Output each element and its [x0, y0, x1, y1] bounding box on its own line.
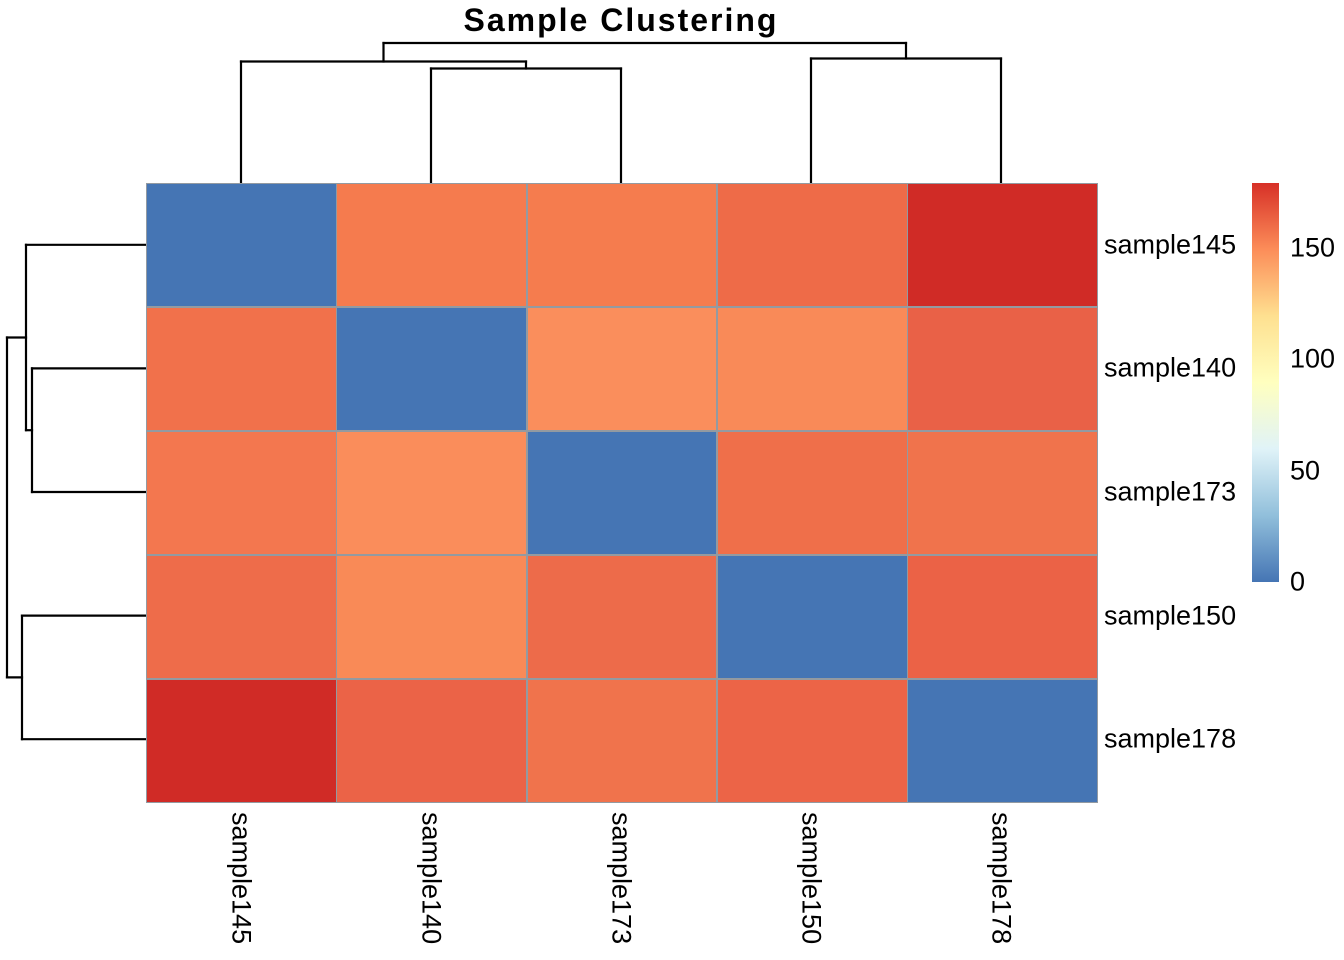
row-label-sample173: sample173 — [1104, 476, 1237, 507]
colorbar-tick-100: 100 — [1290, 343, 1336, 374]
heatmap-cell-sample150-sample140 — [337, 555, 527, 679]
colorbar-tick-150: 150 — [1290, 232, 1336, 263]
heatmap-cell-sample173-sample145 — [147, 431, 336, 555]
heatmap-cell-sample140-sample140 — [337, 307, 527, 431]
row-label-sample140: sample140 — [1104, 352, 1237, 383]
heatmap-cell-sample173-sample178 — [908, 431, 1097, 555]
colorbar-gradient — [1252, 183, 1279, 582]
heatmap-cell-sample178-sample150 — [717, 679, 907, 802]
heatmap-cell-sample140-sample145 — [147, 307, 336, 431]
heatmap-cell-sample173-sample173 — [527, 431, 717, 555]
colorbar-tick-0: 0 — [1290, 566, 1306, 597]
col-label-sample140: sample140 — [416, 812, 447, 945]
heatmap-cell-sample150-sample150 — [717, 555, 907, 679]
heatmap-cell-sample145-sample150 — [717, 184, 907, 307]
chart-title: Sample Clustering — [463, 2, 779, 38]
heatmap-grid — [146, 183, 1098, 803]
heatmap-cell-sample145-sample140 — [337, 184, 527, 307]
row-label-sample145: sample145 — [1104, 229, 1237, 260]
row-label-sample178: sample178 — [1104, 723, 1237, 754]
heatmap-cell-sample150-sample145 — [147, 555, 336, 679]
heatmap-cell-sample178-sample178 — [908, 679, 1097, 802]
heatmap-cell-sample178-sample140 — [337, 679, 527, 802]
colorbar-tick-50: 50 — [1290, 455, 1321, 486]
col-label-sample178: sample178 — [986, 812, 1017, 945]
heatmap-cell-sample178-sample145 — [147, 679, 336, 802]
heatmap-cell-sample173-sample150 — [717, 431, 907, 555]
heatmap-cell-sample140-sample150 — [717, 307, 907, 431]
heatmap-cell-sample145-sample173 — [527, 184, 717, 307]
heatmap-cell-sample150-sample178 — [908, 555, 1097, 679]
row-label-sample150: sample150 — [1104, 600, 1237, 631]
col-label-sample145: sample145 — [226, 812, 257, 945]
heatmap-cell-sample145-sample178 — [908, 184, 1097, 307]
heatmap-cell-sample140-sample173 — [527, 307, 717, 431]
col-label-sample173: sample173 — [606, 812, 637, 945]
heatmap-cell-sample145-sample145 — [147, 184, 336, 307]
heatmap-cell-sample140-sample178 — [908, 307, 1097, 431]
heatmap-cell-sample173-sample140 — [337, 431, 527, 555]
heatmap-cell-sample150-sample173 — [527, 555, 717, 679]
col-label-sample150: sample150 — [796, 812, 827, 945]
heatmap-cell-sample178-sample173 — [527, 679, 717, 802]
